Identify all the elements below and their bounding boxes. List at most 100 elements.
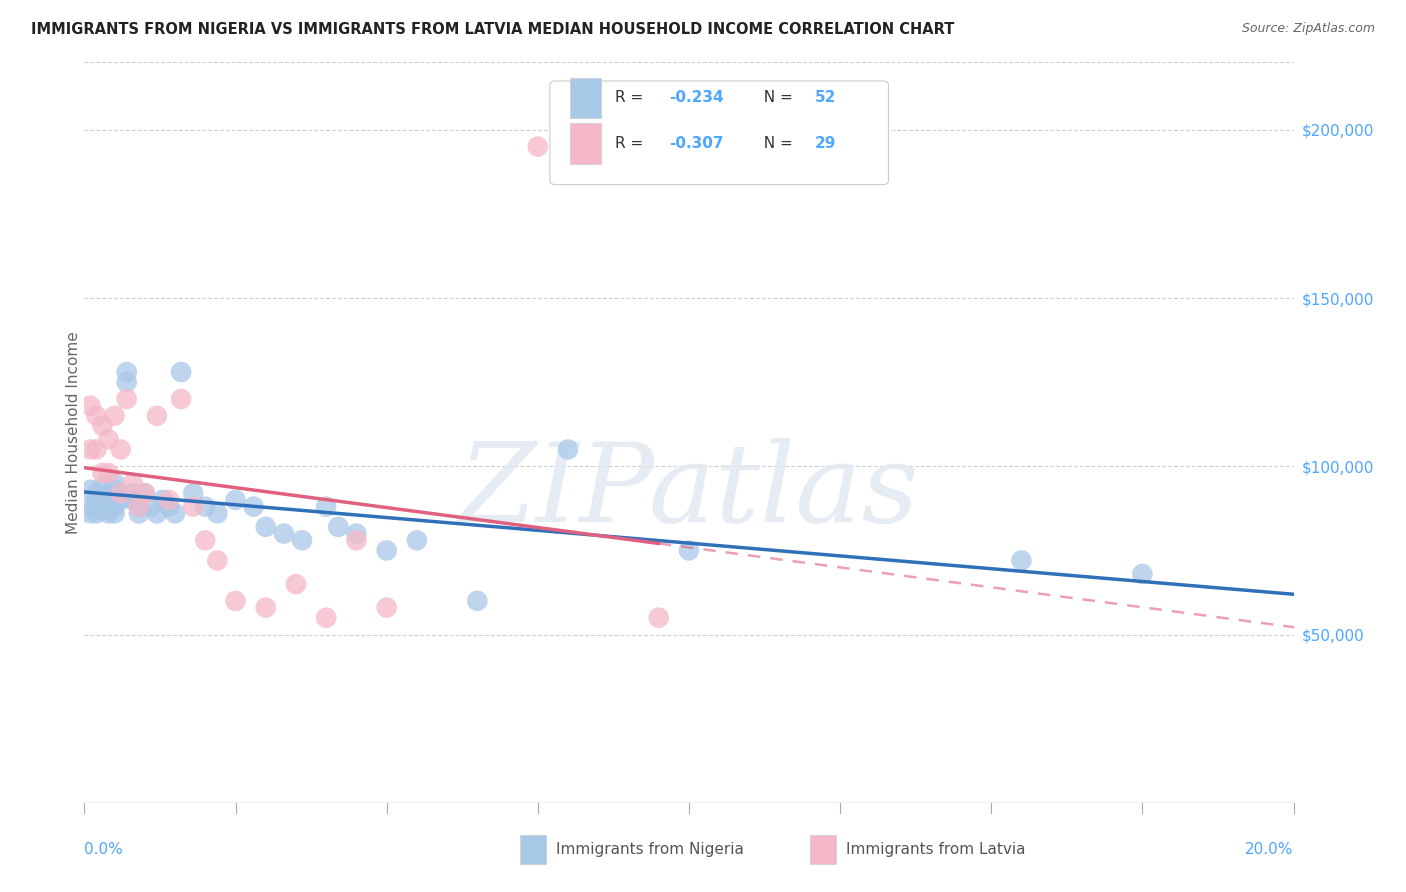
Text: Immigrants from Nigeria: Immigrants from Nigeria <box>555 842 744 857</box>
Bar <box>810 835 837 864</box>
Text: Immigrants from Latvia: Immigrants from Latvia <box>846 842 1025 857</box>
Text: N =: N = <box>754 90 797 105</box>
Point <box>86 442 108 457</box>
Point <box>557 442 579 457</box>
Text: 52: 52 <box>814 90 837 105</box>
Point <box>91 418 114 433</box>
Point <box>97 492 120 507</box>
Point <box>285 577 308 591</box>
Point <box>79 483 101 497</box>
Bar <box>571 123 600 163</box>
Point <box>139 500 162 514</box>
Bar <box>520 835 547 864</box>
Point <box>128 500 150 514</box>
Point <box>181 486 204 500</box>
Point <box>194 500 217 514</box>
Point <box>406 533 429 548</box>
Text: R =: R = <box>616 136 648 151</box>
Point <box>110 442 132 457</box>
Point <box>315 500 337 514</box>
Point <box>527 139 550 153</box>
FancyBboxPatch shape <box>550 81 889 185</box>
Point <box>315 610 337 624</box>
Point <box>648 610 671 624</box>
Point <box>152 492 174 507</box>
Y-axis label: Median Household Income: Median Household Income <box>66 331 80 534</box>
Point <box>170 365 193 379</box>
Text: N =: N = <box>754 136 797 151</box>
Point <box>110 492 132 507</box>
Point <box>115 375 138 389</box>
Text: R =: R = <box>616 90 648 105</box>
Point <box>97 486 120 500</box>
Point <box>91 492 114 507</box>
Text: Source: ZipAtlas.com: Source: ZipAtlas.com <box>1241 22 1375 36</box>
Point <box>91 500 114 514</box>
Point <box>110 486 132 500</box>
Text: -0.307: -0.307 <box>669 136 724 151</box>
Point <box>86 486 108 500</box>
Point <box>328 520 350 534</box>
Point <box>110 486 132 500</box>
Point <box>86 409 108 423</box>
Point <box>1011 553 1033 567</box>
Point <box>79 507 101 521</box>
Point <box>225 492 247 507</box>
Point <box>346 526 368 541</box>
Point <box>146 409 169 423</box>
Point <box>121 486 143 500</box>
Point <box>97 433 120 447</box>
Point <box>291 533 314 548</box>
Point <box>91 466 114 480</box>
Point <box>375 600 398 615</box>
Point <box>104 409 127 423</box>
Point <box>157 500 180 514</box>
Point <box>97 507 120 521</box>
Point <box>134 486 156 500</box>
Point <box>86 492 108 507</box>
Point <box>134 486 156 500</box>
Point <box>225 594 247 608</box>
Point <box>86 507 108 521</box>
Text: 29: 29 <box>814 136 837 151</box>
Point <box>242 500 264 514</box>
Point <box>128 507 150 521</box>
Bar <box>571 78 600 119</box>
Point <box>170 392 193 406</box>
Point <box>91 503 114 517</box>
Text: 20.0%: 20.0% <box>1246 842 1294 857</box>
Point <box>128 500 150 514</box>
Point <box>121 492 143 507</box>
Point <box>375 543 398 558</box>
Point <box>115 392 138 406</box>
Point <box>207 553 229 567</box>
Point <box>678 543 700 558</box>
Point <box>97 500 120 514</box>
Text: 0.0%: 0.0% <box>84 842 124 857</box>
Point <box>254 600 277 615</box>
Text: ZIPatlas: ZIPatlas <box>458 438 920 546</box>
Text: IMMIGRANTS FROM NIGERIA VS IMMIGRANTS FROM LATVIA MEDIAN HOUSEHOLD INCOME CORREL: IMMIGRANTS FROM NIGERIA VS IMMIGRANTS FR… <box>31 22 955 37</box>
Point <box>79 442 101 457</box>
Point <box>86 500 108 514</box>
Point <box>165 507 187 521</box>
Point <box>115 365 138 379</box>
Point <box>104 507 127 521</box>
Point <box>121 476 143 491</box>
Point <box>346 533 368 548</box>
Point <box>181 500 204 514</box>
Point <box>157 492 180 507</box>
Point <box>104 500 127 514</box>
Point <box>97 466 120 480</box>
Point <box>91 479 114 493</box>
Point <box>1130 566 1153 581</box>
Point <box>146 507 169 521</box>
Text: -0.234: -0.234 <box>669 90 724 105</box>
Point <box>79 500 101 514</box>
Point <box>194 533 217 548</box>
Point <box>207 507 229 521</box>
Point <box>104 476 127 491</box>
Point <box>467 594 489 608</box>
Point <box>273 526 295 541</box>
Point <box>79 399 101 413</box>
